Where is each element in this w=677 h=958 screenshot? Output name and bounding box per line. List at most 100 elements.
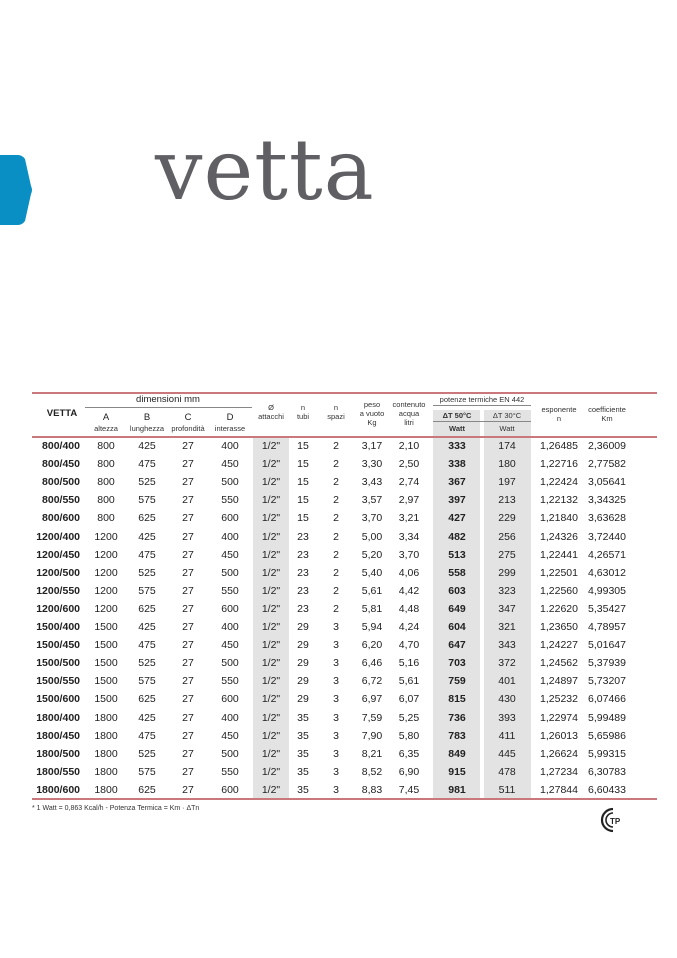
cell-model: 1200/550	[36, 584, 80, 597]
cell-tubi: 35	[297, 729, 309, 742]
cell-watt-dt50: 736	[448, 711, 466, 724]
cell-tubi: 15	[297, 476, 309, 489]
cell-attacchi: 1/2"	[261, 530, 281, 543]
svg-text:TP: TP	[610, 817, 621, 826]
cell-watt-dt30: 430	[498, 693, 516, 706]
cell-esponente: 1,24326	[540, 530, 578, 543]
cell-interasse: 600	[221, 602, 239, 615]
cell-lunghezza: 625	[138, 602, 156, 615]
cell-profondita: 27	[182, 747, 194, 760]
cell-spazi: 2	[333, 494, 339, 507]
cell-tubi: 23	[297, 602, 309, 615]
cell-watt-dt30: 197	[498, 476, 516, 489]
header-attacchi-1: Ø	[268, 403, 274, 412]
cell-profondita: 27	[182, 584, 194, 597]
cell-peso: 3,70	[361, 512, 383, 525]
cell-contenuto: 5,61	[398, 675, 420, 688]
cell-watt-dt50: 783	[448, 729, 466, 742]
cell-attacchi: 1/2"	[261, 747, 281, 760]
cell-watt-dt30: 411	[498, 729, 516, 742]
cell-coefficiente: 5,01647	[588, 639, 626, 652]
cell-interasse: 400	[221, 621, 239, 633]
potenze-underline	[433, 405, 531, 406]
cell-attacchi: 1/2"	[261, 440, 281, 452]
cell-coefficiente: 6,60433	[588, 783, 626, 796]
cell-tubi: 29	[297, 621, 309, 633]
header-dt30: ΔT 30°C	[492, 411, 522, 420]
cell-model: 1200/450	[36, 548, 80, 561]
cell-coefficiente: 5,65986	[588, 729, 626, 742]
cell-peso: 6,20	[361, 639, 383, 652]
cell-tubi: 23	[297, 548, 309, 561]
cell-altezza: 1200	[94, 566, 118, 579]
cell-altezza: 800	[97, 440, 115, 452]
cell-attacchi: 1/2"	[261, 675, 281, 688]
cell-model: 1500/550	[36, 675, 80, 688]
cell-watt-dt30: 321	[498, 621, 516, 633]
cell-coefficiente: 4,99305	[588, 584, 626, 597]
dt50-column-bg	[433, 410, 480, 799]
cell-lunghezza: 525	[138, 566, 156, 579]
cell-contenuto: 6,35	[398, 747, 420, 760]
cell-watt-dt50: 603	[448, 584, 466, 597]
cell-model: 1200/400	[36, 530, 80, 543]
cell-tubi: 29	[297, 675, 309, 688]
cell-model: 1800/550	[36, 765, 80, 778]
cell-interasse: 550	[221, 494, 239, 507]
cell-coefficiente: 4,26571	[588, 548, 626, 561]
header-watt50: Watt	[449, 424, 465, 433]
cell-model: 800/600	[42, 512, 80, 525]
cell-peso: 6,72	[361, 675, 383, 688]
cell-esponente: 1,27844	[540, 783, 578, 796]
cell-model: 1500/600	[36, 693, 80, 706]
cell-spazi: 3	[333, 711, 339, 724]
cell-interasse: 450	[221, 639, 239, 652]
cell-watt-dt30: 343	[498, 639, 516, 652]
cell-esponente: 1,24562	[540, 657, 578, 670]
cell-interasse: 400	[221, 711, 239, 724]
cell-model: 1800/450	[36, 729, 80, 742]
certification-mark-icon: TP	[600, 807, 621, 833]
cell-peso: 5,94	[361, 621, 383, 633]
cell-profondita: 27	[182, 512, 194, 525]
cell-tubi: 23	[297, 584, 309, 597]
cell-altezza: 1200	[94, 530, 118, 543]
cell-altezza: 1500	[94, 675, 118, 688]
cell-altezza: 1200	[94, 584, 118, 597]
cell-model: 1500/400	[36, 621, 80, 633]
cell-esponente: 1,26013	[540, 729, 578, 742]
cell-spazi: 2	[333, 566, 339, 579]
dimensions-underline	[85, 407, 252, 408]
cell-watt-dt30: 174	[498, 440, 516, 452]
cell-coefficiente: 5,73207	[588, 675, 626, 688]
cell-contenuto: 3,70	[398, 548, 420, 561]
cell-spazi: 3	[333, 783, 339, 796]
cell-profondita: 27	[182, 476, 194, 489]
cell-contenuto: 7,45	[398, 783, 420, 796]
cell-watt-dt30: 323	[498, 584, 516, 597]
cell-altezza: 1800	[94, 729, 118, 742]
cell-attacchi: 1/2"	[261, 639, 281, 652]
cell-peso: 5,40	[361, 566, 383, 579]
cell-esponente: 1,25232	[540, 693, 578, 706]
cell-peso: 8,83	[361, 783, 383, 796]
cell-watt-dt50: 703	[448, 657, 466, 670]
cell-profondita: 27	[182, 675, 194, 688]
cell-watt-dt50: 649	[448, 602, 466, 615]
cell-coefficiente: 2,36009	[588, 440, 626, 452]
cell-tubi: 35	[297, 783, 309, 796]
cell-coefficiente: 6,30783	[588, 765, 626, 778]
cell-coefficiente: 2,77582	[588, 458, 626, 471]
cell-attacchi: 1/2"	[261, 458, 281, 471]
cell-esponente: 1,21840	[540, 512, 578, 525]
cell-watt-dt30: 229	[498, 512, 516, 525]
cell-peso: 6,46	[361, 657, 383, 670]
cell-watt-dt30: 372	[498, 657, 516, 670]
cell-lunghezza: 425	[138, 711, 156, 724]
cell-lunghezza: 625	[138, 783, 156, 796]
cell-watt-dt30: 401	[498, 675, 516, 688]
cell-spazi: 3	[333, 675, 339, 688]
cell-watt-dt50: 397	[448, 494, 466, 507]
cell-interasse: 450	[221, 729, 239, 742]
cell-attacchi: 1/2"	[261, 584, 281, 597]
